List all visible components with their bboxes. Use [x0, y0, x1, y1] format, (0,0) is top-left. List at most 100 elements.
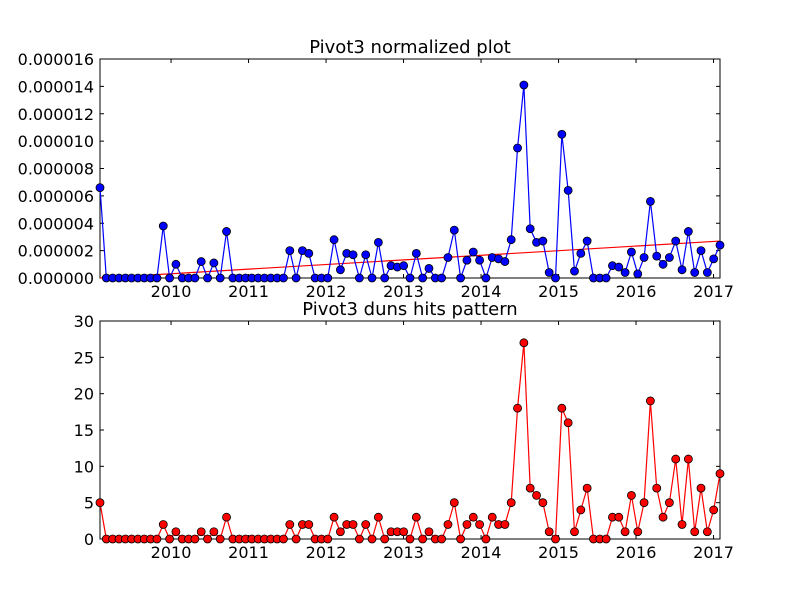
normalized-data-point — [696, 246, 706, 256]
duns-hits-data-point — [576, 505, 586, 515]
duns-hits-data-point — [683, 454, 693, 464]
duns-hits-y-tick-label: 5 — [84, 494, 94, 513]
normalized-data-point — [215, 273, 225, 283]
duns-hits-data-point — [437, 534, 447, 544]
duns-hits-y-tick-label: 15 — [74, 421, 94, 440]
duns-hits-chart-title: Pivot3 duns hits pattern — [302, 299, 517, 320]
duns-hits-y-tick-label: 20 — [74, 385, 94, 404]
normalized-data-point — [506, 235, 516, 245]
normalized-data-point — [285, 246, 295, 256]
normalized-x-tick-label: 2015 — [538, 282, 579, 301]
normalized-data-point — [468, 247, 478, 257]
duns-hits-data-point — [304, 520, 314, 529]
normalized-y-tick-label: 0.000014 — [18, 77, 94, 96]
normalized-data-point — [279, 273, 288, 283]
duns-hits-x-tick-label: 2010 — [151, 543, 192, 562]
normalized-data-point — [652, 251, 662, 261]
normalized-x-tick-label: 2014 — [461, 282, 502, 301]
normalized-data-point — [361, 250, 371, 260]
normalized-data-point — [525, 224, 535, 234]
normalized-data-point — [627, 247, 636, 257]
normalized-data-point — [475, 255, 484, 265]
normalized-x-tick-label: 2013 — [383, 282, 424, 301]
duns-hits-data-point — [487, 512, 497, 522]
normalized-data-point — [582, 236, 592, 246]
duns-hits-data-point — [563, 418, 573, 428]
normalized-data-point — [570, 266, 579, 276]
duns-hits-data-point — [551, 534, 560, 544]
duns-hits-data-point — [658, 512, 668, 522]
duns-hits-data-point — [291, 534, 301, 544]
duns-hits-data-point — [443, 520, 453, 529]
normalized-data-point — [367, 273, 377, 283]
duns-hits-data-point — [690, 527, 700, 537]
normalized-y-tick-label: 0.000006 — [18, 187, 94, 206]
duns-hits-data-point — [513, 403, 522, 413]
duns-hits-x-tick-label: 2014 — [461, 543, 502, 562]
normalized-series-line — [99, 84, 721, 281]
normalized-data-point — [196, 257, 206, 266]
duns-hits-data-point — [279, 534, 288, 544]
normalized-data-point — [576, 248, 586, 258]
normalized-axes-frame — [99, 58, 721, 279]
normalized-data-point — [399, 261, 409, 271]
normalized-data-point — [557, 129, 567, 139]
normalized-data-point — [690, 268, 700, 277]
duns-hits-data-point — [715, 469, 725, 479]
duns-hits-data-point — [671, 454, 681, 464]
duns-hits-data-point — [601, 534, 611, 544]
normalized-chart-title: Pivot3 normalized plot — [309, 37, 511, 58]
duns-hits-x-tick-label: 2017 — [693, 543, 734, 562]
duns-hits-data-point — [399, 527, 409, 537]
normalized-data-point — [348, 250, 358, 260]
duns-hits-data-point — [152, 534, 162, 544]
normalized-data-point — [380, 273, 390, 283]
normalized-trend-line — [99, 240, 721, 279]
normalized-data-point — [323, 273, 333, 283]
normalized-data-point — [563, 185, 573, 195]
duns-hits-data-point — [696, 483, 706, 493]
duns-hits-data-point — [190, 534, 200, 544]
normalized-data-point — [620, 268, 630, 277]
duns-hits-data-point — [468, 512, 478, 522]
duns-hits-data-point — [449, 498, 459, 508]
duns-hits-data-point — [373, 512, 383, 522]
duns-hits-data-point — [380, 534, 390, 544]
normalized-data-point — [373, 238, 383, 247]
normalized-data-point — [405, 273, 415, 283]
normalized-data-point — [646, 196, 655, 206]
normalized-x-tick-label: 2011 — [228, 282, 269, 301]
duns-hits-data-point — [361, 520, 371, 529]
duns-hits-data-point — [222, 512, 231, 522]
normalized-data-point — [152, 273, 162, 283]
normalized-x-tick-label: 2010 — [151, 282, 192, 301]
duns-hits-data-point — [627, 490, 636, 500]
normalized-data-point — [462, 255, 472, 265]
normalized-data-point — [709, 254, 719, 264]
normalized-y-tick-label: 0.000002 — [18, 242, 94, 261]
normalized-data-point — [456, 273, 466, 283]
duns-hits-data-point — [336, 527, 345, 537]
duns-hits-data-point — [544, 527, 554, 537]
duns-hits-data-point — [323, 534, 333, 544]
normalized-x-tick-label: 2016 — [616, 282, 657, 301]
duns-hits-data-point — [538, 498, 548, 508]
duns-hits-data-point — [639, 498, 649, 508]
normalized-data-point — [222, 227, 231, 236]
normalized-data-point — [158, 221, 168, 231]
normalized-y-tick-label: 0.000008 — [18, 160, 94, 179]
duns-hits-data-point — [405, 534, 415, 544]
normalized-data-point — [203, 273, 212, 283]
normalized-data-point — [601, 273, 611, 283]
normalized-data-point — [354, 273, 364, 283]
normalized-data-point — [551, 273, 560, 283]
normalized-data-point — [614, 262, 624, 272]
duns-hits-data-point — [506, 498, 516, 508]
normalized-data-point — [500, 257, 510, 266]
duns-hits-data-point — [481, 534, 491, 544]
normalized-data-point — [513, 143, 522, 153]
duns-hits-data-point — [165, 534, 174, 544]
normalized-data-point — [544, 268, 554, 277]
normalized-data-point — [171, 259, 181, 269]
